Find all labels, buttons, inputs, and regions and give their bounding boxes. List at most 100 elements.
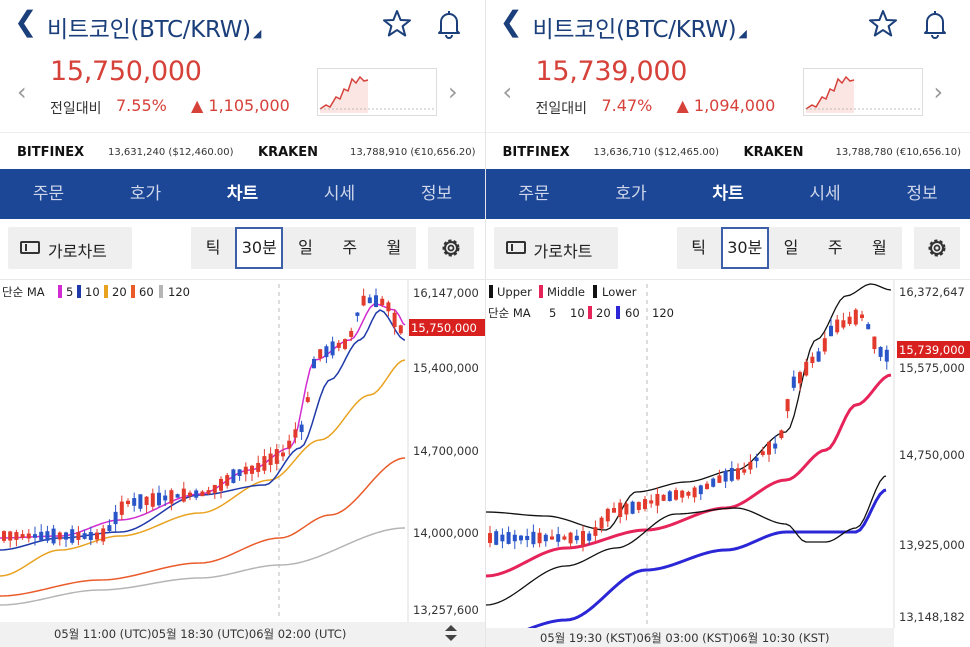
exchange-name: KRAKEN	[258, 145, 318, 160]
candle-body	[499, 534, 504, 542]
period-month[interactable]: 월	[386, 238, 402, 257]
coin-title[interactable]: 비트코인(BTC/KRW) ◢	[47, 10, 261, 44]
period-tick[interactable]: 틱	[691, 238, 706, 257]
candle-body	[386, 302, 391, 312]
candle-body	[14, 532, 19, 540]
candle-body	[636, 502, 641, 510]
period-30min[interactable]: 30분	[235, 227, 284, 269]
candle-body	[355, 312, 360, 316]
star-icon[interactable]	[380, 7, 414, 41]
ma-5: 5	[549, 306, 556, 320]
candle-body	[336, 342, 341, 348]
candle-body	[803, 361, 808, 376]
ma-label: 단순 MA	[488, 306, 531, 320]
price-chart[interactable]: 단순 MA 5 10 20 60 120 16,147,000 15,400,0…	[0, 280, 485, 647]
change-label: 전일대비	[50, 101, 102, 117]
period-tick[interactable]: 틱	[205, 238, 221, 257]
tab-market[interactable]: 시세	[809, 184, 841, 204]
candle-body	[642, 499, 647, 510]
chevron-right-icon[interactable]: ›	[448, 78, 458, 106]
change-amount: ▲ 1,094,000	[676, 96, 776, 115]
candle-body	[568, 532, 573, 544]
chevron-left-icon[interactable]: ‹	[502, 78, 513, 106]
bb-upper-line	[485, 283, 891, 531]
horizontal-chart-button[interactable]: 가로차트	[8, 227, 132, 269]
candle-body	[859, 314, 864, 319]
exchange-row: BITFINEX 13,631,240 ($12,460.00) KRAKEN …	[0, 132, 485, 170]
period-day[interactable]: 일	[783, 238, 799, 257]
candle-body	[679, 490, 684, 498]
candle-body	[175, 494, 180, 498]
candle-body	[667, 491, 672, 502]
period-selector: 틱 30분 일 주 월	[191, 227, 416, 269]
back-chevron-icon[interactable]: ❮	[14, 5, 38, 38]
candle-body	[537, 532, 542, 544]
price-chart[interactable]: Upper Middle Lower 단순 MA 5 10 20 60 120 …	[485, 280, 970, 647]
candle-body	[33, 534, 37, 538]
candle-body	[673, 490, 678, 500]
candle-body	[380, 298, 385, 306]
dropdown-caret-icon[interactable]: ◢	[252, 27, 262, 40]
tab-chart[interactable]: 차트	[712, 184, 744, 204]
gear-icon[interactable]	[428, 227, 474, 269]
candle-body	[828, 325, 833, 337]
gear-icon[interactable]	[913, 227, 960, 269]
period-day[interactable]: 일	[298, 238, 313, 257]
change-percent: 7.55%	[116, 96, 167, 115]
candle-body	[39, 531, 44, 541]
tab-orderbook[interactable]: 호가	[129, 184, 162, 204]
tab-orderbook[interactable]: 호가	[615, 184, 647, 204]
candle-body	[243, 466, 248, 475]
candle-body	[661, 494, 666, 501]
candle-body	[506, 532, 511, 544]
x-axis-bar	[0, 622, 485, 647]
candle-body	[704, 483, 709, 490]
tab-order[interactable]: 주문	[518, 184, 550, 204]
period-month[interactable]: 월	[872, 238, 887, 257]
mini-chart[interactable]	[317, 68, 437, 116]
candle-body	[219, 478, 223, 491]
candle-body	[157, 492, 161, 506]
ma-legend: 단순 MA 5 10 20 60 120	[2, 285, 190, 299]
dropdown-caret-icon[interactable]: ◢	[738, 27, 747, 40]
candle-body	[107, 525, 112, 531]
candle-body	[367, 297, 372, 304]
period-week[interactable]: 주	[342, 238, 358, 257]
tab-chart[interactable]: 차트	[226, 184, 259, 204]
period-30min[interactable]: 30분	[720, 227, 769, 269]
tab-market[interactable]: 시세	[323, 184, 356, 204]
candle-body	[574, 535, 579, 541]
tab-info[interactable]: 정보	[420, 184, 453, 204]
candle-body	[262, 456, 267, 471]
y-tick: 14,700,000	[413, 444, 479, 458]
bell-icon[interactable]	[918, 7, 952, 41]
bell-icon[interactable]	[432, 7, 466, 41]
candle-body	[51, 528, 56, 544]
candle-body	[274, 449, 279, 464]
ma-5: 5	[66, 285, 73, 299]
candle-body	[144, 496, 149, 506]
tab-info[interactable]: 정보	[906, 184, 938, 204]
candle-body	[493, 531, 498, 545]
candle-body	[45, 531, 50, 541]
ma20-line	[0, 359, 406, 577]
ma-120: 120	[168, 285, 190, 299]
y-tick: 13,148,182	[899, 610, 965, 624]
mini-chart[interactable]	[802, 68, 923, 116]
coin-title[interactable]: 비트코인(BTC/KRW) ◢	[533, 10, 747, 44]
back-chevron-icon[interactable]: ❮	[499, 5, 523, 38]
chevron-right-icon[interactable]: ›	[933, 78, 944, 106]
candle-body	[797, 372, 802, 384]
horizontal-chart-button[interactable]: 가로차트	[493, 227, 618, 269]
scroll-handle-icon[interactable]	[445, 625, 457, 641]
candle-body	[374, 295, 378, 308]
candle-body	[871, 336, 876, 350]
y-tick: 14,750,000	[899, 448, 965, 462]
chevron-left-icon[interactable]: ‹	[17, 78, 27, 106]
candle-body	[617, 502, 622, 518]
tab-order[interactable]: 주문	[32, 184, 65, 204]
star-icon[interactable]	[866, 7, 900, 41]
ma-10: 10	[570, 306, 585, 320]
candle-body	[754, 457, 759, 462]
period-week[interactable]: 주	[827, 238, 843, 257]
